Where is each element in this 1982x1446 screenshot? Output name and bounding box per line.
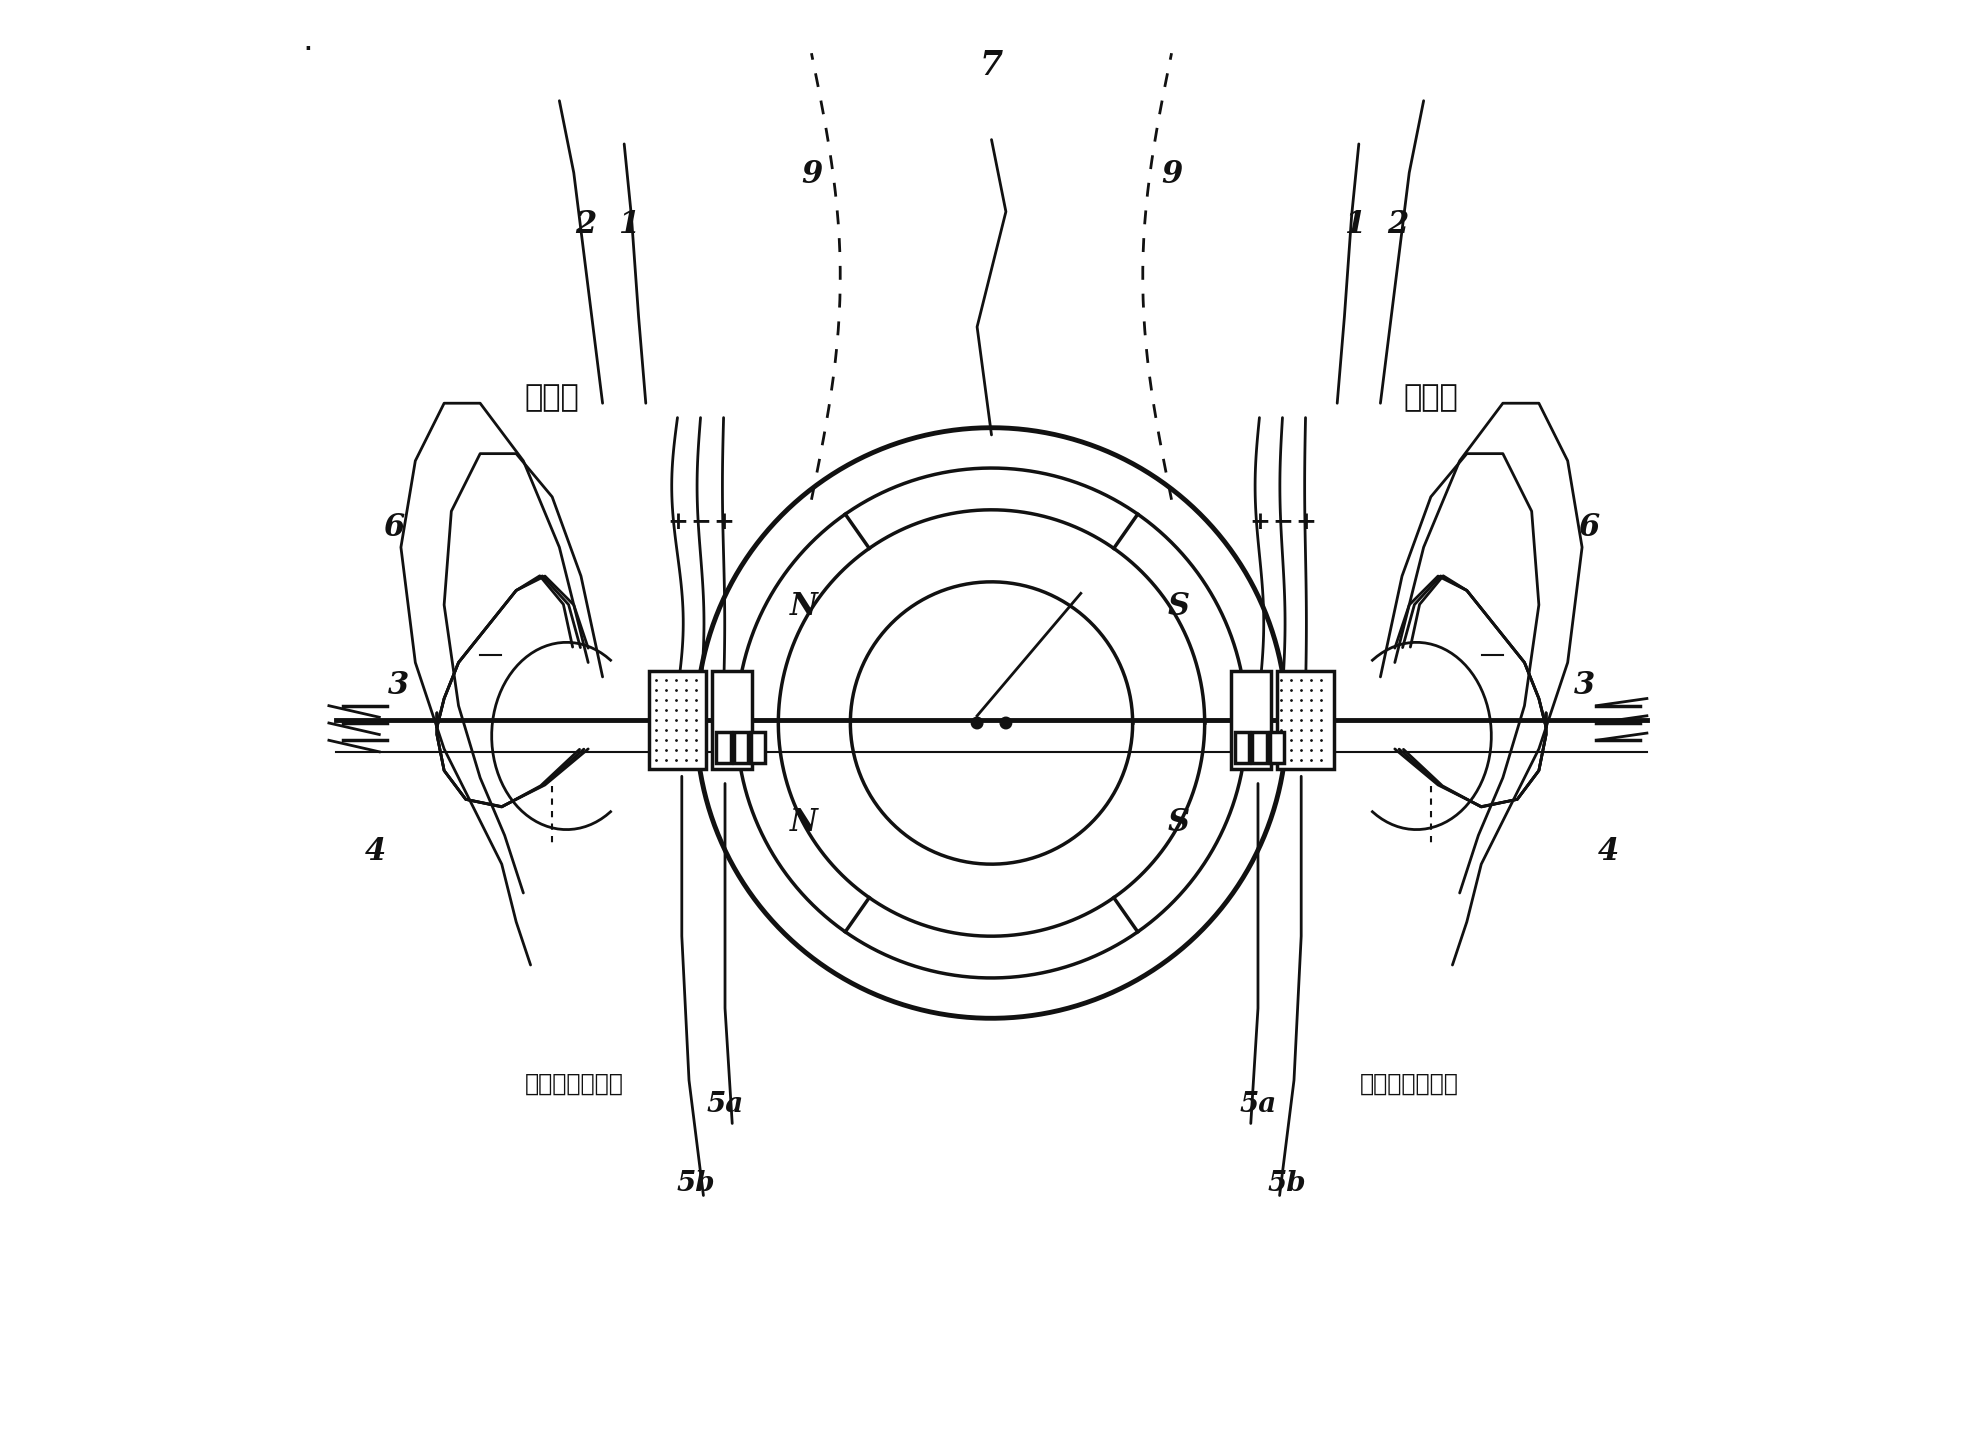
Text: −: − xyxy=(690,509,712,534)
Text: 1: 1 xyxy=(618,210,638,240)
Circle shape xyxy=(999,717,1011,729)
Text: 5a: 5a xyxy=(706,1090,743,1118)
Text: +: + xyxy=(666,509,688,534)
Text: 6: 6 xyxy=(1578,512,1599,542)
Text: S: S xyxy=(1167,807,1189,839)
Text: +: + xyxy=(1294,509,1316,534)
FancyBboxPatch shape xyxy=(733,732,747,763)
Text: 3: 3 xyxy=(1574,669,1596,701)
Circle shape xyxy=(971,717,983,729)
FancyBboxPatch shape xyxy=(1231,671,1270,769)
Text: S: S xyxy=(1167,591,1189,622)
Text: 4: 4 xyxy=(365,836,385,866)
Text: 4: 4 xyxy=(1597,836,1617,866)
Text: −: − xyxy=(1270,509,1292,534)
Text: 5a: 5a xyxy=(1239,1090,1276,1118)
Text: 5b: 5b xyxy=(676,1170,716,1197)
Text: 2: 2 xyxy=(575,210,597,240)
Text: 接实子电极组组: 接实子电极组组 xyxy=(523,1071,622,1095)
FancyBboxPatch shape xyxy=(648,671,706,769)
FancyBboxPatch shape xyxy=(712,671,751,769)
Text: 9: 9 xyxy=(801,159,823,189)
Text: 6: 6 xyxy=(383,512,404,542)
Text: 接电环: 接电环 xyxy=(525,383,579,412)
Text: N: N xyxy=(791,591,819,622)
Text: 5b: 5b xyxy=(1266,1170,1306,1197)
Text: 接电环: 接电环 xyxy=(1403,383,1457,412)
FancyBboxPatch shape xyxy=(1268,732,1282,763)
FancyBboxPatch shape xyxy=(751,732,765,763)
Text: 2: 2 xyxy=(1385,210,1407,240)
Text: 3: 3 xyxy=(386,669,408,701)
Text: +: + xyxy=(714,509,733,534)
FancyBboxPatch shape xyxy=(1276,671,1334,769)
FancyBboxPatch shape xyxy=(1235,732,1249,763)
FancyBboxPatch shape xyxy=(716,732,731,763)
Text: +: + xyxy=(1249,509,1268,534)
Text: ·: · xyxy=(301,35,313,68)
Text: 9: 9 xyxy=(1159,159,1181,189)
Text: 7: 7 xyxy=(979,49,1003,82)
Text: N: N xyxy=(791,807,819,839)
Text: 接异子电极组组: 接异子电极组组 xyxy=(1360,1071,1459,1095)
Text: 1: 1 xyxy=(1344,210,1364,240)
FancyBboxPatch shape xyxy=(1251,732,1266,763)
